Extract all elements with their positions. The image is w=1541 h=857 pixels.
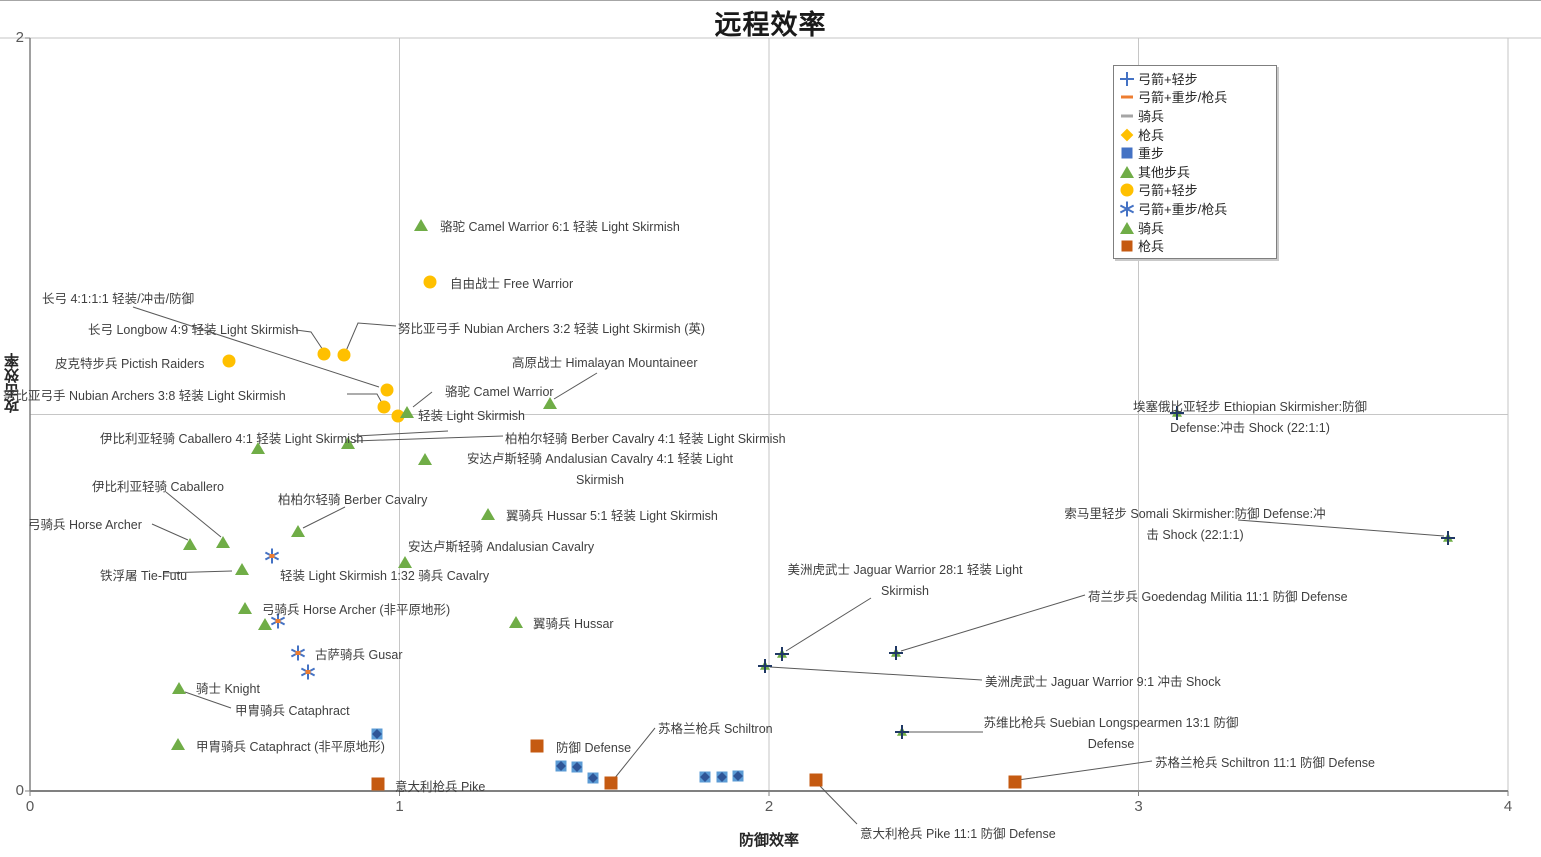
legend-entry-label: 枪兵 <box>1138 127 1165 143</box>
data-point-label: 苏格兰枪兵 Schiltron 11:1 防御 Defense <box>1155 756 1375 770</box>
y-tick-label: 0 <box>15 782 24 799</box>
data-point-label: 伊比利亚轻骑 Caballero <box>92 480 224 494</box>
x-tick-label: 3 <box>1134 798 1143 815</box>
data-point-label: 埃塞俄比亚轻步 Ethiopian Skirmisher:防御 Defense:… <box>1132 400 1368 435</box>
data-point-label: 弓骑兵 Horse Archer <box>28 518 142 532</box>
legend-entry-label: 弓箭+轻步 <box>1138 183 1198 199</box>
label-leader-line <box>355 430 449 437</box>
x-tick-label: 2 <box>764 798 774 815</box>
y-tick-label: 2 <box>15 29 24 46</box>
label-leader-line <box>295 329 324 351</box>
data-point-label: 柏柏尔轻骑 Berber Cavalry <box>278 493 428 507</box>
data-point-label: 安达卢斯轻骑 Andalusian Cavalry 4:1 轻装 Light S… <box>466 452 734 487</box>
data-point-label: 骆驼 Camel Warrior 6:1 轻装 Light Skirmish <box>440 220 680 234</box>
legend-entry: 弓箭+轻步 <box>1118 69 1268 88</box>
data-point-label: 弓骑兵 Horse Archer (非平原地形) <box>262 603 451 617</box>
data-point-label: 甲胄骑兵 Cataphract <box>235 704 350 718</box>
diamond-legend-marker-icon <box>1118 127 1138 142</box>
legend-entry: 骑兵 <box>1118 106 1268 125</box>
legend-entry: 其他步兵 <box>1118 162 1268 181</box>
label-leader-line <box>785 597 872 652</box>
data-point-label: 索马里轻步 Somali Skirmisher:防御 Defense:冲 击 S… <box>1064 507 1326 542</box>
legend-entry: 弓箭+轻步 <box>1118 181 1268 200</box>
data-point-label: 美洲虎武士 Jaguar Warrior 9:1 冲击 Shock <box>985 675 1221 689</box>
label-leader-line <box>553 372 598 400</box>
data-point-label: 努比亚弓手 Nubian Archers 3:2 轻装 Light Skirmi… <box>398 322 706 336</box>
label-leader-line <box>900 594 1086 652</box>
circle-legend-marker-icon <box>1118 182 1138 197</box>
triangle-legend-marker-icon <box>1118 220 1138 235</box>
data-point-label: 荷兰步兵 Goedendag Militia 11:1 防御 Defense <box>1088 590 1348 604</box>
label-leader-line <box>132 306 380 388</box>
data-point-label: 古萨骑兵 Gusar <box>315 648 403 662</box>
legend-entry-label: 弓箭+轻步 <box>1138 71 1198 87</box>
label-leader-line <box>1237 519 1445 537</box>
data-point-label: 自由战士 Free Warrior <box>450 277 574 291</box>
data-point-label: 高原战士 Himalayan Mountaineer <box>512 356 698 370</box>
label-leader-line <box>302 506 346 529</box>
legend-entry-label: 枪兵 <box>1138 239 1165 255</box>
plus-legend-marker-icon <box>1118 71 1138 86</box>
data-point-label: 长弓 4:1:1:1 轻装/冲击/防御 <box>42 292 195 306</box>
chart-title: 远程效率 <box>714 10 827 40</box>
data-point-label: 意大利枪兵 Pike <box>395 780 486 794</box>
data-point-label: 铁浮屠 Tie-Futu <box>100 569 188 583</box>
triangle-legend-marker-icon <box>1118 164 1138 179</box>
legend-entry: 枪兵 <box>1118 125 1268 144</box>
data-point-label: 苏维比枪兵 Suebian Longspearmen 13:1 防御 Defen… <box>983 716 1239 751</box>
legend: 弓箭+轻步 弓箭+重步/枪兵 骑兵 枪兵 重步 其他步兵 弓箭+轻步 弓箭+重步/枪兵 骑兵 枪兵 <box>1113 65 1277 259</box>
data-point-label: 翼骑兵 Hussar <box>533 617 614 631</box>
legend-entry-label: 重步 <box>1138 146 1165 162</box>
legend-entry: 弓箭+重步/枪兵 <box>1118 199 1268 218</box>
label-leader-line <box>151 523 189 541</box>
data-point-label: 翼骑兵 Hussar 5:1 轻装 Light Skirmish <box>506 509 718 523</box>
data-point-label: 甲胄骑兵 Cataphract (非平原地形) <box>196 740 385 754</box>
data-point-label: 安达卢斯轻骑 Andalusian Cavalry <box>408 540 595 554</box>
legend-entry: 骑兵 <box>1118 218 1268 237</box>
label-leader-line <box>1017 760 1153 781</box>
data-point-label: 骑士 Knight <box>196 682 260 696</box>
data-point-label: 美洲虎武士 Jaguar Warrior 28:1 轻装 Light Skirm… <box>787 563 1023 598</box>
data-point-label: 努比亚弓手 Nubian Archers 3:8 轻装 Light Skirmi… <box>3 389 286 403</box>
data-point-label: 伊比利亚轻骑 Caballero 4:1 轻装 Light Skirmish <box>100 432 364 446</box>
asterisk-legend-marker-icon <box>1118 201 1138 217</box>
legend-entry-label: 弓箭+重步/枪兵 <box>1138 201 1228 217</box>
label-leader-line <box>184 691 232 709</box>
data-point-label: 柏柏尔轻骑 Berber Cavalry 4:1 轻装 Light Skirmi… <box>505 432 786 446</box>
label-leader-line <box>769 666 983 681</box>
x-tick-label: 1 <box>395 798 404 815</box>
square-legend-marker-icon <box>1118 238 1138 253</box>
data-point-label: 轻装 Light Skirmish <box>418 409 525 423</box>
legend-entry: 枪兵 <box>1118 236 1268 255</box>
legend-entry-label: 骑兵 <box>1138 220 1165 236</box>
x-tick-label: 0 <box>25 798 35 815</box>
label-leader-line <box>817 783 858 825</box>
legend-entry-label: 骑兵 <box>1138 108 1165 124</box>
legend-entry-label: 弓箭+重步/枪兵 <box>1138 90 1228 106</box>
label-leader-line <box>347 393 383 404</box>
data-point-label: 防御 Defense <box>556 741 632 755</box>
square-legend-marker-icon <box>1118 145 1138 160</box>
data-point-label: 苏格兰枪兵 Schiltron <box>658 722 773 736</box>
data-point-label: 意大利枪兵 Pike 11:1 防御 Defense <box>860 827 1056 841</box>
label-leader-line <box>613 727 656 780</box>
data-point-label: 轻装 Light Skirmish 1:32 骑兵 Cavalry <box>280 569 490 583</box>
dash-legend-marker-icon <box>1118 108 1138 123</box>
label-leader-line <box>165 491 222 538</box>
dash-legend-marker-icon <box>1118 89 1138 104</box>
label-leader-line <box>162 570 233 574</box>
data-point-label: 骆驼 Camel Warrior <box>445 385 554 399</box>
legend-entry: 弓箭+重步/枪兵 <box>1118 88 1268 107</box>
label-leader-line <box>345 322 397 352</box>
data-point-label: 长弓 Longbow 4:9 轻装 Light Skirmish <box>88 323 299 337</box>
legend-entry: 重步 <box>1118 143 1268 162</box>
label-leader-line <box>353 435 504 442</box>
x-tick-label: 4 <box>1503 798 1513 815</box>
label-leader-line <box>412 391 433 408</box>
x-axis-title: 防御效率 <box>738 832 800 849</box>
legend-entry-label: 其他步兵 <box>1138 164 1191 180</box>
data-point-label: 皮克特步兵 Pictish Raiders <box>55 357 205 371</box>
